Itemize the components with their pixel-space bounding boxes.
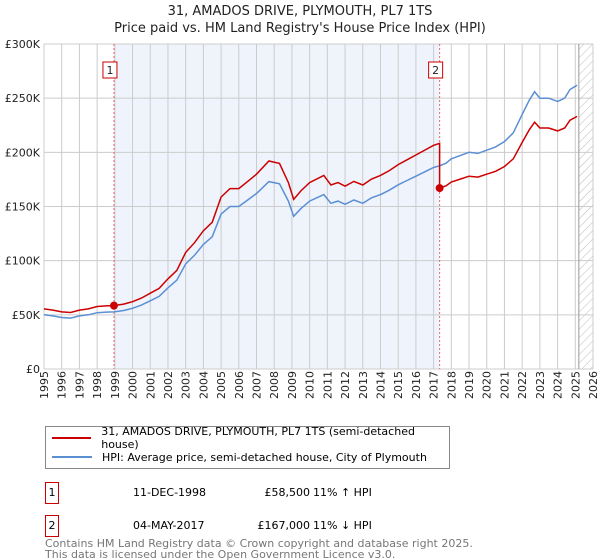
- x-tick-label: 2001: [144, 371, 157, 399]
- legend-label: HPI: Average price, semi-detached house,…: [102, 450, 427, 464]
- x-tick-label: 2010: [304, 371, 317, 399]
- x-tick-label: 2009: [286, 371, 299, 399]
- x-tick-label: 2016: [410, 371, 423, 399]
- sale-label: 2: [432, 64, 439, 77]
- x-tick-label: 2011: [321, 371, 334, 399]
- x-tick-label: 2014: [374, 371, 387, 399]
- y-tick-label: £0: [26, 363, 40, 376]
- x-tick-label: 2004: [197, 371, 210, 399]
- x-tick-label: 2019: [463, 371, 476, 399]
- x-tick-label: 2017: [428, 371, 441, 399]
- y-tick-label: £300K: [5, 38, 41, 51]
- chart-legend: 31, AMADOS DRIVE, PLYMOUTH, PL7 1TS (sem…: [45, 425, 450, 469]
- transaction-price: £167,000: [257, 519, 311, 532]
- x-tick-label: 2008: [268, 371, 281, 399]
- x-tick-label: 2002: [162, 371, 175, 399]
- sale-label-box: [428, 61, 444, 79]
- sale-label: 1: [106, 64, 113, 77]
- x-tick-label: 1998: [91, 371, 104, 399]
- transaction-row: 1 11-DEC-1998 £58,500 11% ↑ HPI: [45, 482, 545, 504]
- transaction-marker: 2: [45, 515, 59, 537]
- x-tick-label: 2000: [127, 371, 140, 399]
- x-tick-label: 2024: [552, 371, 565, 399]
- x-tick-label: 2021: [498, 371, 511, 399]
- hpi-line: [43, 84, 578, 319]
- x-tick-label: 2022: [516, 371, 529, 399]
- transaction-date: 04-MAY-2017: [133, 519, 205, 532]
- chart-subtitle: Price paid vs. HM Land Registry's House …: [114, 21, 486, 36]
- property-price-line: [43, 115, 578, 314]
- x-tick-label: 2026: [587, 371, 600, 399]
- x-tick-label: 2003: [180, 371, 193, 399]
- y-tick-label: £50K: [12, 309, 41, 322]
- legend-swatch-blue: [52, 456, 92, 458]
- transaction-marker: 1: [45, 482, 59, 504]
- x-tick-label: 2015: [392, 371, 405, 399]
- price-chart: 1995 1996 1997 1998 1999 2000 2001 2002 2003 2004…: [5, 38, 600, 399]
- y-tick-label: £100K: [5, 255, 41, 268]
- x-tick-label: 2018: [445, 371, 458, 399]
- y-tick-label: £150K: [5, 201, 41, 214]
- x-tick-label: 1995: [38, 371, 51, 399]
- x-tick-label: 2007: [251, 371, 264, 399]
- legend-swatch-red: [52, 437, 92, 439]
- x-tick-label: 2020: [481, 371, 494, 399]
- transaction-hpi: 11% ↑ HPI: [313, 486, 372, 499]
- footer-licence: This data is licensed under the Open Gov…: [45, 548, 396, 560]
- legend-item-hpi: HPI: Average price, semi-detached house,…: [52, 449, 427, 465]
- x-tick-label: 1999: [109, 371, 122, 399]
- x-tick-label: 2006: [233, 371, 246, 399]
- x-tick-label: 2005: [215, 371, 228, 399]
- chart-title: 31, AMADOS DRIVE, PLYMOUTH, PL7 1TS: [167, 4, 433, 19]
- x-tick-label: 1997: [73, 371, 86, 399]
- sale-point: [435, 184, 444, 193]
- transaction-row: 2 04-MAY-2017 £167,000 11% ↓ HPI: [45, 515, 545, 537]
- legend-label: 31, AMADOS DRIVE, PLYMOUTH, PL7 1TS (sem…: [101, 425, 415, 451]
- transaction-hpi: 11% ↓ HPI: [313, 519, 372, 532]
- x-tick-label: 2023: [534, 371, 547, 399]
- x-tick-label: 2012: [339, 371, 352, 399]
- transaction-price: £58,500: [264, 486, 311, 499]
- transaction-date: 11-DEC-1998: [133, 486, 207, 499]
- x-tick-label: 2025: [569, 371, 582, 399]
- sale-label-box: [102, 61, 118, 79]
- y-tick-label: £250K: [5, 92, 41, 105]
- footer-copyright: Contains HM Land Registry data © Crown c…: [45, 537, 473, 550]
- x-tick-label: 1996: [56, 371, 69, 399]
- sale-point: [109, 301, 118, 310]
- x-tick-label: 2013: [357, 371, 370, 399]
- legend-item-property: 31, AMADOS DRIVE, PLYMOUTH, PL7 1TS (sem…: [52, 425, 449, 451]
- y-tick-label: £200K: [5, 146, 41, 159]
